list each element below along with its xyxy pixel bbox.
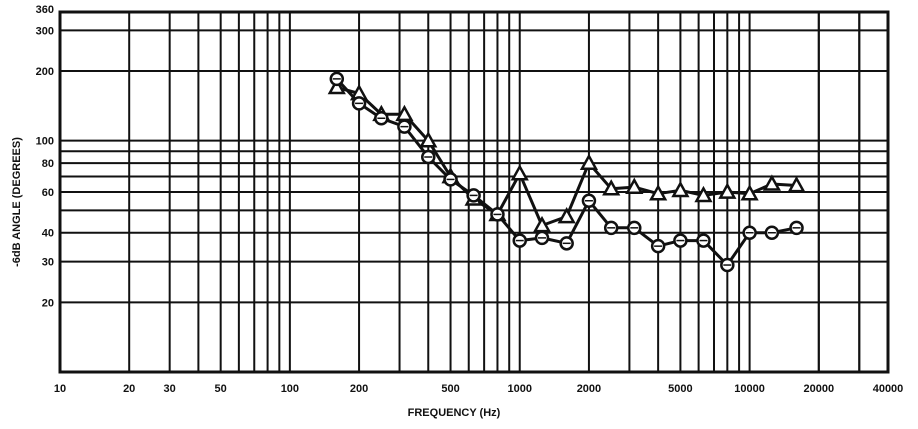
x-tick-label: 20 [123, 383, 135, 395]
x-tick-label: 10000 [734, 383, 765, 395]
data-point-triangle [762, 174, 782, 191]
y-tick-label: 360 [36, 4, 54, 16]
data-point-triangle [625, 177, 644, 194]
x-tick-label: 20000 [804, 383, 835, 395]
x-tick-label: 2000 [577, 383, 601, 395]
x-tick-label: 50 [215, 383, 227, 395]
series-triangle [327, 77, 806, 233]
x-axis-ticks: 10 20 30 50 100 200 500 1000 2000 5000 10000 20000 4… [54, 383, 903, 395]
data-point-triangle [602, 179, 621, 196]
y-axis-ticks: 20 30 40 60 80 100 200 300 360 [36, 4, 54, 309]
series-layer [327, 71, 806, 273]
x-tick-label: 10 [54, 383, 66, 395]
y-tick-label: 40 [42, 228, 54, 240]
x-tick-label: 100 [281, 383, 299, 395]
data-point-triangle [649, 184, 668, 201]
x-tick-label: 5000 [668, 383, 692, 395]
y-tick-label: 200 [36, 66, 54, 78]
y-axis-label: -6dB ANGLE (DEGREES) [11, 137, 23, 267]
x-axis-label: FREQUENCY (Hz) [408, 407, 501, 419]
x-tick-label: 200 [350, 383, 368, 395]
y-tick-label: 300 [36, 25, 54, 37]
data-point-triangle [718, 182, 737, 199]
data-point-triangle [740, 184, 759, 201]
data-point-triangle [694, 185, 713, 203]
data-point-triangle [510, 164, 529, 181]
x-tick-label: 30 [164, 383, 176, 395]
x-tick-label: 500 [441, 383, 459, 395]
data-point-triangle [557, 206, 576, 224]
data-point-triangle [579, 153, 599, 170]
x-tick-label: 1000 [507, 383, 531, 395]
data-point-triangle [671, 180, 690, 198]
data-point-triangle [787, 175, 806, 193]
y-tick-label: 30 [42, 257, 54, 269]
data-point-triangle [419, 131, 438, 148]
y-tick-label: 80 [42, 158, 54, 170]
x-tick-label: 40000 [873, 383, 904, 395]
y-tick-label: 60 [42, 187, 54, 199]
plot-frame [58, 10, 890, 374]
y-tick-label: 20 [42, 297, 54, 309]
y-tick-label: 100 [36, 136, 54, 148]
series-circle [329, 71, 804, 273]
data-point-triangle [327, 77, 346, 95]
